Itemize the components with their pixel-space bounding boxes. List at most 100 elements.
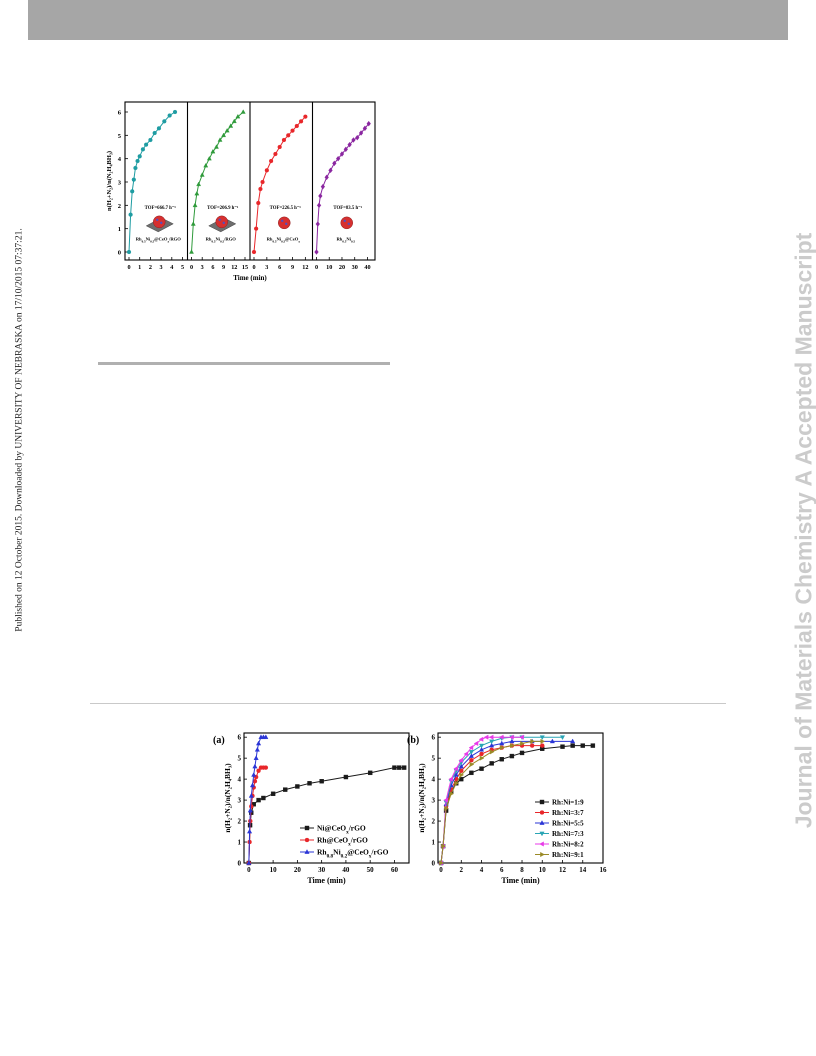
data-point	[298, 119, 304, 124]
data-point	[251, 249, 257, 255]
data-point	[320, 183, 326, 190]
x-tick-label: 10	[539, 866, 547, 874]
x-tick-label: 14	[579, 866, 587, 874]
y-tick-label: 4	[118, 156, 122, 163]
data-point	[468, 750, 474, 755]
nanoparticle-dot-icon	[343, 219, 346, 223]
nanoparticle-dot-icon	[347, 222, 350, 226]
data-point	[137, 154, 142, 159]
data-point	[478, 746, 485, 752]
nanoparticle-icon	[340, 216, 353, 230]
data-point	[263, 734, 269, 739]
data-point	[263, 765, 269, 770]
legend-label: Rh:Ni=5:5	[552, 820, 584, 828]
data-point	[277, 144, 282, 150]
data-point	[162, 119, 167, 124]
y-tick-label: 1	[238, 839, 242, 847]
legend-label: Rh:Ni=3:7	[552, 809, 584, 817]
data-point	[439, 860, 444, 866]
data-point	[133, 165, 138, 171]
y-tick-label: 4	[432, 776, 436, 784]
x-tick-label: 12	[231, 264, 237, 271]
nanoparticle-icon	[215, 215, 228, 229]
data-point	[328, 167, 333, 174]
data-point	[509, 738, 515, 744]
x-tick-label: 2	[149, 264, 152, 271]
data-point	[253, 755, 259, 760]
x-tick-label: 12	[559, 866, 567, 874]
data-point	[144, 142, 149, 147]
data-point	[228, 123, 234, 128]
data-point	[256, 740, 262, 746]
legend-marker	[539, 810, 545, 815]
x-tick-label: 50	[367, 866, 375, 874]
data-point	[358, 130, 364, 136]
data-point	[281, 137, 287, 143]
x-tick-label: 12	[302, 264, 308, 271]
data-point	[463, 751, 469, 757]
legend-label: Rh@CeOx/rGO	[317, 836, 368, 848]
data-point	[247, 828, 253, 834]
data-point	[469, 758, 474, 763]
publication-note-text: Published on 12 October 2015. Downloaded…	[15, 228, 26, 632]
y-tick-label: 0	[238, 860, 242, 868]
data-point	[199, 172, 205, 177]
data-point	[444, 805, 449, 812]
nanoparticle-dot-icon	[160, 221, 163, 225]
data-point	[489, 742, 495, 748]
data-point	[148, 137, 153, 143]
y-tick-label: 2	[238, 818, 242, 826]
data-point	[468, 745, 474, 751]
series-line	[440, 740, 543, 864]
legend-marker	[540, 851, 545, 858]
y-axis-label: n(H₂+N₂)/n(N₂H₄BH₃)	[417, 763, 426, 833]
data-point	[269, 158, 274, 164]
data-point	[499, 757, 504, 762]
data-point	[454, 780, 460, 786]
legend-marker	[539, 831, 545, 837]
data-point	[126, 249, 132, 255]
data-point	[366, 120, 371, 127]
x-tick-label: 2	[460, 866, 464, 874]
x-tick-label: 0	[315, 264, 318, 271]
data-point	[140, 147, 146, 152]
y-tick-label: 5	[118, 133, 122, 140]
data-point	[453, 772, 459, 777]
x-tick-label: 40	[364, 264, 370, 271]
data-point	[290, 128, 295, 133]
legend-marker	[539, 799, 545, 805]
x-tick-label: 10	[270, 866, 278, 874]
x-tick-label: 10	[326, 264, 332, 271]
data-point	[367, 770, 373, 776]
data-point	[498, 734, 504, 740]
data-point	[580, 743, 585, 748]
x-tick-label: 0	[127, 264, 130, 271]
legend-label: Rh:Ni=7:3	[552, 830, 584, 838]
data-point	[221, 132, 227, 138]
panel-label: (b)	[407, 735, 419, 746]
data-point	[295, 784, 300, 789]
data-point	[131, 177, 136, 182]
data-point	[324, 174, 329, 181]
data-point	[499, 745, 505, 751]
data-point	[448, 776, 453, 782]
y-tick-label: 6	[432, 734, 436, 742]
catalyst-label: Rh0.5Ni0.5	[336, 236, 355, 243]
legend-label: Rh:Ni=1:9	[552, 799, 584, 807]
x-tick-label: 6	[278, 264, 281, 271]
catalyst-label: Rh0.5Ni0.5/RGO	[206, 236, 237, 243]
x-tick-label: 3	[265, 264, 268, 271]
data-point	[252, 763, 258, 769]
legend-marker	[304, 849, 310, 854]
data-point	[256, 200, 261, 206]
data-point	[247, 807, 253, 813]
y-tick-label: 0	[118, 250, 121, 257]
x-tick-label: 20	[339, 264, 345, 271]
data-point	[167, 113, 172, 118]
data-point	[128, 212, 133, 217]
legend-marker	[539, 820, 545, 825]
data-point	[336, 155, 341, 162]
data-point	[549, 738, 555, 744]
